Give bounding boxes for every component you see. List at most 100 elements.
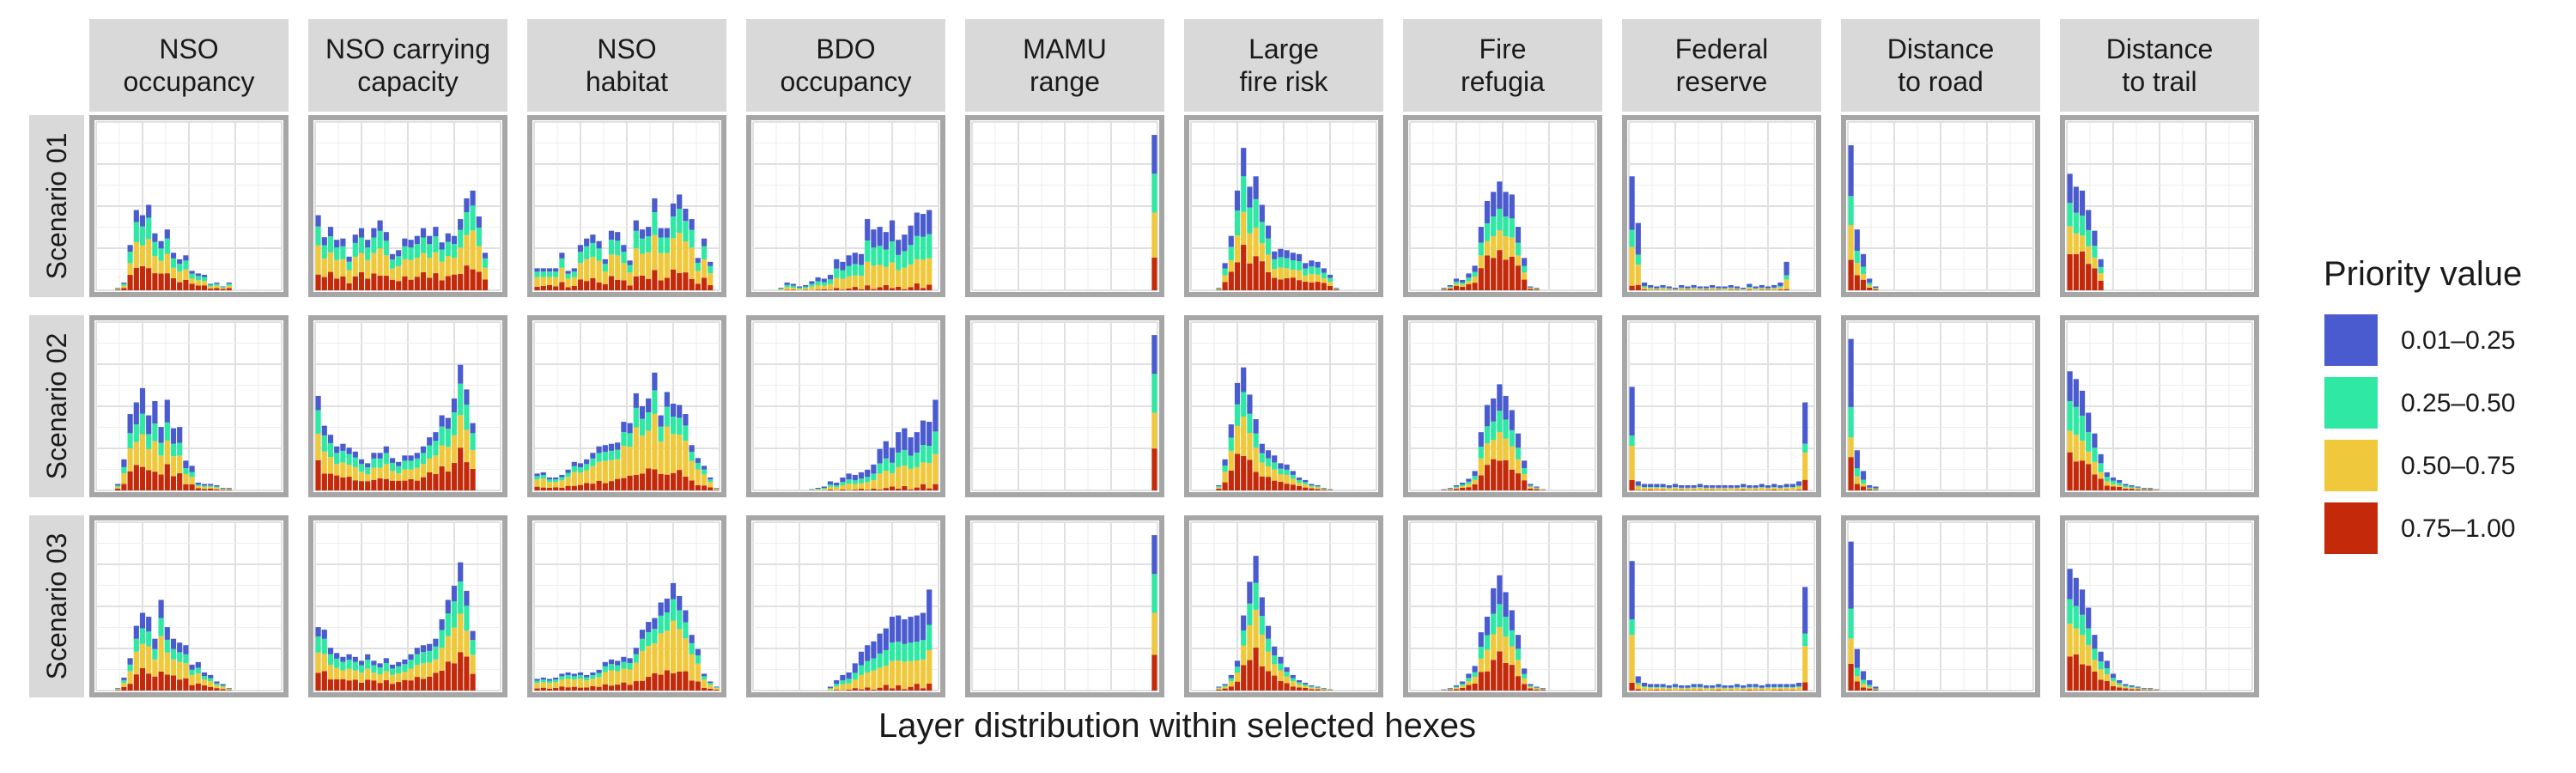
histogram-bar-segment [627, 669, 633, 685]
histogram-bar-segment [1854, 250, 1860, 264]
histogram-bar-segment [633, 407, 639, 428]
panel-border [746, 115, 945, 297]
histogram-bar-segment [1216, 487, 1222, 490]
histogram-bar-segment [2079, 390, 2086, 416]
histogram-bar-segment [1867, 487, 1873, 489]
histogram-bar-segment [1441, 287, 1447, 289]
histogram-bar-segment [615, 240, 621, 256]
histogram-bar-segment [615, 232, 621, 241]
histogram-bar-segment [2141, 487, 2148, 489]
histogram-bar-segment [2141, 690, 2148, 691]
histogram-bar-segment [383, 662, 389, 672]
histogram-bar-segment [834, 686, 840, 691]
histogram-bar-segment [658, 441, 664, 474]
histogram-bar-segment [389, 279, 396, 290]
histogram-bar-segment [683, 221, 689, 242]
histogram-bar-segment [1867, 488, 1873, 490]
histogram-bar-segment [1697, 484, 1703, 488]
histogram-bar-segment [2073, 461, 2079, 490]
histogram-bar-segment [695, 681, 701, 691]
histogram-bar-segment [1867, 679, 1873, 685]
histogram-bar-segment [553, 479, 559, 483]
panel [527, 515, 726, 697]
histogram-bar-segment [670, 403, 677, 417]
histogram-bar-segment [464, 212, 470, 235]
histogram-bar-segment [1629, 176, 1635, 230]
histogram-bar-segment [358, 472, 365, 482]
histogram-bar-segment [815, 281, 821, 285]
histogram-bar-segment [677, 417, 683, 435]
histogram-bar-segment [1234, 190, 1241, 211]
histogram-bar-segment [189, 271, 195, 274]
histogram-bar-segment [464, 462, 470, 490]
panel-border [965, 515, 1164, 697]
histogram-bar-segment [2086, 264, 2092, 290]
histogram-bar-segment [327, 435, 334, 443]
histogram-bar-segment [2067, 599, 2073, 624]
histogram-bar-segment [433, 638, 439, 647]
histogram-bar-segment [389, 684, 396, 691]
histogram-bar-segment [639, 406, 646, 419]
histogram-bar-segment [871, 689, 877, 691]
histogram-bar-segment [1522, 272, 1528, 280]
histogram-bar-segment [371, 680, 377, 691]
column-strip-bg [1841, 19, 2040, 112]
histogram-bar-segment [2141, 489, 2148, 490]
histogram-bar-segment [683, 671, 689, 691]
histogram-bar-segment [1484, 240, 1491, 256]
histogram-bar-segment [896, 466, 902, 489]
histogram-bar-segment [1216, 687, 1222, 689]
histogram-bar-segment [470, 640, 476, 655]
panel-border [1184, 515, 1383, 697]
histogram-bar-segment [365, 259, 371, 279]
histogram-bar-segment [164, 273, 170, 290]
legend-item: 0.75–1.00 [2323, 501, 2515, 556]
histogram-bar-segment [1777, 488, 1783, 490]
histogram-bar-segment [621, 432, 627, 447]
histogram-bar-segment [451, 398, 458, 413]
histogram-bar-segment [1540, 688, 1546, 690]
histogram-bar-segment [2123, 488, 2129, 490]
histogram-bar-segment [121, 283, 127, 286]
histogram-bar-segment [1216, 489, 1222, 490]
histogram-bar-segment [177, 679, 183, 691]
histogram-bar-segment [1253, 447, 1259, 472]
histogram-bar-segment [170, 428, 177, 444]
histogram-bar-segment [553, 477, 559, 480]
histogram-bar-segment [827, 484, 834, 487]
histogram-bar-segment [1753, 488, 1759, 490]
histogram-bar-segment [1759, 288, 1765, 290]
histogram-bar-segment [565, 469, 571, 473]
histogram-bar-segment [127, 245, 133, 253]
histogram-bar-segment [346, 447, 352, 454]
histogram-bar-segment [408, 478, 414, 490]
column-strip-label: NSO [159, 33, 218, 64]
histogram-bar-segment [1253, 228, 1259, 257]
histogram-bar-segment [1771, 288, 1777, 290]
histogram-bar-segment [1654, 684, 1660, 687]
histogram-bar-segment [146, 217, 152, 240]
histogram-bar-segment [683, 622, 689, 639]
histogram-bar-segment [584, 483, 590, 490]
histogram-bar-segment [1241, 392, 1247, 417]
histogram-bar-segment [1241, 645, 1247, 666]
histogram-bar-segment [1741, 685, 1747, 688]
histogram-bar-segment [1660, 487, 1666, 490]
histogram-bar-segment [371, 273, 377, 290]
histogram-bar-segment [1860, 274, 1867, 280]
histogram-bar-segment [889, 473, 896, 487]
histogram-bar-segment [889, 447, 896, 463]
histogram-bar-segment [1666, 484, 1672, 488]
histogram-bar-segment [321, 277, 327, 290]
histogram-bar-segment [1460, 284, 1466, 288]
histogram-bar-segment [433, 252, 439, 274]
histogram-bar-segment [1753, 487, 1759, 489]
histogram-bar-segment [689, 680, 695, 691]
histogram-bar-segment [1635, 676, 1641, 683]
histogram-bar-segment [334, 653, 340, 659]
histogram-bar-segment [858, 265, 865, 277]
histogram-bar-segment [1759, 690, 1765, 691]
histogram-bar-segment [1460, 279, 1466, 283]
histogram-bar-segment [695, 283, 701, 290]
